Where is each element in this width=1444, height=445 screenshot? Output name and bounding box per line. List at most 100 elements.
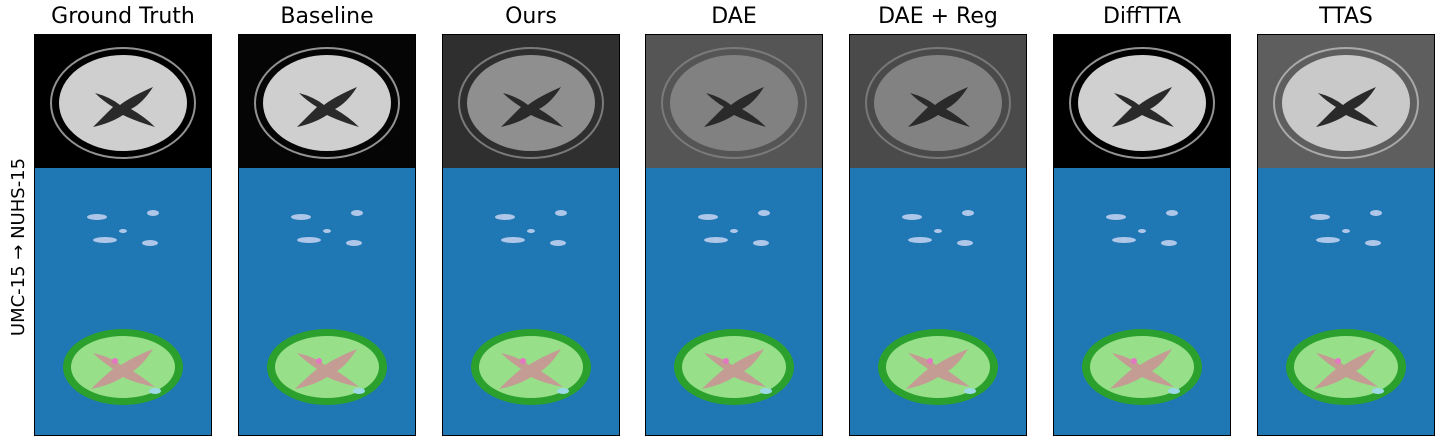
column-title: DAE + Reg [878, 4, 998, 29]
lesion-blob [698, 214, 718, 220]
panel-image [1258, 35, 1434, 435]
mri-slice [443, 35, 619, 168]
panel-dae [645, 34, 823, 436]
column-title: Baseline [280, 4, 374, 29]
lesion-blob [527, 229, 535, 233]
ventricles [908, 87, 970, 127]
skull-outline [865, 47, 1011, 159]
ventricle-region [702, 349, 766, 389]
skull-outline [458, 47, 604, 159]
lesion-blob [1342, 229, 1350, 233]
lesion-blob [908, 237, 932, 243]
lesion-blob [291, 214, 311, 220]
csf-region [964, 388, 976, 394]
lesion-blob [1112, 237, 1136, 243]
other-region [112, 358, 118, 364]
lesion-blob [93, 237, 117, 243]
panel-image [1054, 35, 1230, 435]
mri-slice [35, 35, 211, 168]
lesion-blob [550, 240, 566, 246]
other-region [723, 358, 729, 364]
other-region [1131, 358, 1137, 364]
lesion-blob [1316, 237, 1340, 243]
column-title: DiffTTA [1102, 4, 1182, 29]
lesion-blob [934, 229, 942, 233]
ventricle-region [499, 349, 563, 389]
column-difftta: DiffTTA [1053, 0, 1231, 445]
skull-outline [254, 47, 400, 159]
lesion-blob [1138, 229, 1146, 233]
skull-outline [661, 47, 807, 159]
panel-image [443, 35, 619, 435]
lesion-blob [142, 240, 158, 246]
other-region [927, 358, 933, 364]
csf-region [149, 388, 161, 394]
tissue-map [674, 329, 794, 405]
column-title: Ours [505, 4, 557, 29]
lesion-blob [87, 214, 107, 220]
mri-slice [239, 35, 415, 168]
csf-region [557, 388, 569, 394]
column-ground-truth: Ground Truth [34, 0, 212, 445]
ventricles [704, 87, 766, 127]
lesion-blob [1106, 214, 1126, 220]
csf-region [353, 388, 365, 394]
lesion-blob [147, 210, 159, 216]
panel-image [35, 35, 211, 435]
ventricle-region [91, 349, 155, 389]
tissue-map [1286, 329, 1406, 405]
lesion-blob [555, 210, 567, 216]
lesion-blob [323, 229, 331, 233]
lesion-blob [962, 210, 974, 216]
column-dae-reg: DAE + Reg [849, 0, 1027, 445]
skull-outline [1273, 47, 1419, 159]
lesion-blob [704, 237, 728, 243]
other-region [1335, 358, 1341, 364]
lesion-blob [1166, 210, 1178, 216]
skull-outline [50, 47, 196, 159]
ventricles [1112, 87, 1174, 127]
csf-region [1168, 388, 1180, 394]
tissue-map [878, 329, 998, 405]
segmentation-map [850, 168, 1026, 435]
mri-slice [1054, 35, 1230, 168]
ventricle-region [906, 349, 970, 389]
panel-dae-reg [849, 34, 1027, 436]
column-ttas: TTAS [1257, 0, 1435, 445]
tissue-map [1082, 329, 1202, 405]
ventricles [297, 87, 359, 127]
lesion-blob [119, 229, 127, 233]
mri-slice [1258, 35, 1434, 168]
lesion-blob [346, 240, 362, 246]
lesion-blob [1161, 240, 1177, 246]
ventricle-region [295, 349, 359, 389]
lesion-map [87, 210, 159, 246]
column-ours: Ours [442, 0, 620, 445]
lesion-blob [495, 214, 515, 220]
segmentation-map [1054, 168, 1230, 435]
ventricle-region [1110, 349, 1174, 389]
skull-outline [1069, 47, 1215, 159]
panel-image [646, 35, 822, 435]
mri-slice [850, 35, 1026, 168]
segmentation-map [646, 168, 822, 435]
segmentation-map [239, 168, 415, 435]
column-title: Ground Truth [51, 4, 195, 29]
ventricles [1316, 87, 1378, 127]
segmentation-map [443, 168, 619, 435]
ventricles [501, 87, 563, 127]
lesion-map [698, 210, 770, 246]
csf-region [760, 388, 772, 394]
column-title: DAE [711, 4, 757, 29]
lesion-blob [753, 240, 769, 246]
row-label: UMC-15 → NUHS-15 [8, 157, 29, 337]
csf-region [1372, 388, 1384, 394]
panel-difftta [1053, 34, 1231, 436]
lesion-blob [730, 229, 738, 233]
panel-ground-truth [34, 34, 212, 436]
lesion-blob [1310, 214, 1330, 220]
column-baseline: Baseline [238, 0, 416, 445]
column-dae: DAE [645, 0, 823, 445]
lesion-map [1310, 210, 1382, 246]
ventricle-region [1314, 349, 1378, 389]
